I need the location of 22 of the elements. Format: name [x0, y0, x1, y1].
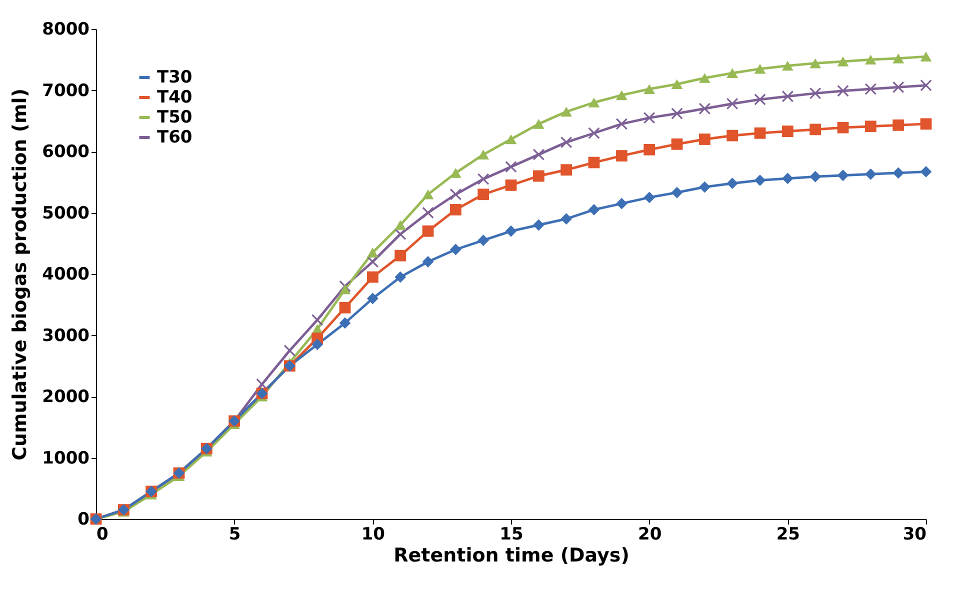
x-axis-title: Retention time (Days) — [394, 544, 630, 566]
x-tick-label: 5 — [228, 524, 241, 544]
legend-label: T40 — [157, 88, 192, 108]
x-tick-label: 20 — [638, 524, 662, 544]
legend-label: T60 — [157, 128, 192, 148]
x-tick-label: 30 — [902, 524, 927, 544]
y-tick-label: 1000 — [42, 448, 90, 468]
y-tick-label: 4000 — [42, 264, 90, 284]
x-tick-label: 0 — [96, 524, 108, 544]
x-tick-label: 25 — [776, 524, 800, 544]
legend-label: T50 — [157, 108, 192, 128]
x-tick-label: 15 — [500, 524, 524, 544]
y-axis-title: Cumulative biogas production (ml) — [9, 88, 32, 461]
y-tick-label: 2000 — [42, 387, 90, 407]
y-tick-label: 7000 — [42, 80, 90, 101]
y-tick-label: 8000 — [42, 20, 90, 40]
x-tick-label: 10 — [361, 524, 386, 544]
y-tick-label: 3000 — [42, 326, 90, 346]
y-tick-label: 5000 — [42, 203, 90, 224]
y-tick-label: 6000 — [42, 142, 90, 162]
y-tick-label: 0 — [78, 510, 90, 530]
legend-label: T30 — [157, 68, 192, 88]
